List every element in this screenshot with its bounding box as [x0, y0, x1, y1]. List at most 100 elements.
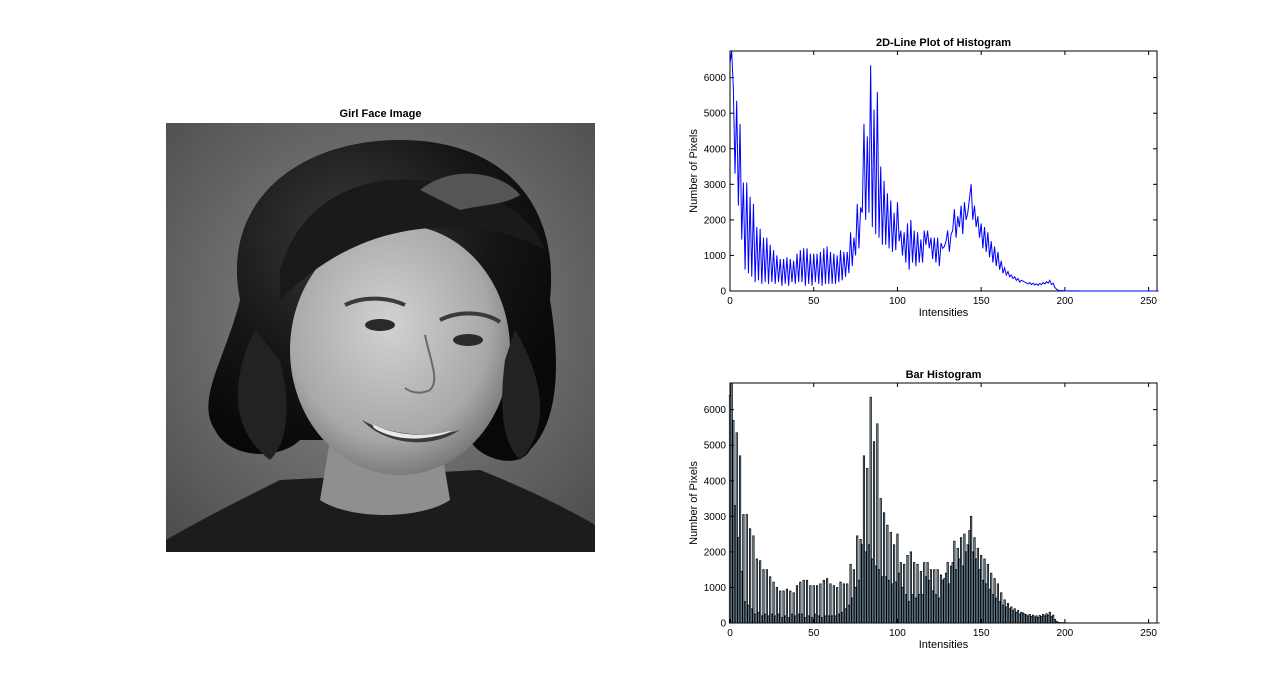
- bar-52: [816, 585, 819, 624]
- bar-92: [882, 512, 886, 624]
- bar-125: [938, 597, 941, 624]
- bar-plot-title: Bar Histogram: [906, 369, 982, 381]
- bar-76: [856, 535, 859, 624]
- bar-4: [735, 432, 738, 624]
- bar-63: [834, 615, 837, 624]
- bar-190: [1047, 614, 1050, 624]
- bar-166: [1006, 603, 1010, 624]
- bar-15: [754, 613, 757, 624]
- bar-59: [827, 615, 830, 624]
- bar-64: [836, 587, 839, 624]
- bar-155: [988, 588, 991, 624]
- line-plot-title: 2D-Line Plot of Histogram: [876, 37, 1011, 49]
- bar-47: [807, 615, 810, 624]
- bar-183: [1035, 615, 1038, 624]
- bar-32: [782, 590, 785, 624]
- bar-175: [1021, 612, 1025, 624]
- bar-185: [1038, 615, 1041, 624]
- bar-84: [869, 396, 872, 624]
- line-plot-y-tick-label: 5000: [704, 109, 727, 120]
- bar-21: [764, 613, 767, 624]
- bar-18: [759, 560, 762, 624]
- bar-117: [924, 576, 927, 624]
- bar-57: [824, 615, 827, 624]
- bar-106: [906, 555, 909, 624]
- bar-152: [983, 558, 986, 624]
- bar-102: [899, 562, 902, 624]
- bar-66: [839, 581, 842, 624]
- bar-37: [790, 613, 794, 624]
- bar-plot-y-tick-label: 4000: [704, 476, 727, 487]
- bar-90: [879, 498, 882, 624]
- bar-98: [893, 544, 896, 624]
- bar-191: [1048, 611, 1051, 624]
- bar-104: [903, 563, 906, 624]
- line-plot-y-tick-label: 3000: [704, 180, 727, 191]
- bar-139: [961, 565, 964, 624]
- bar-130: [946, 562, 949, 624]
- bar-120: [929, 569, 933, 624]
- bar-65: [837, 613, 840, 624]
- bar-146: [973, 537, 976, 624]
- line-plot-axes-frame: [729, 50, 1158, 292]
- bar-20: [762, 569, 765, 624]
- bar-53: [817, 615, 820, 624]
- line-plot-y-tick-label: 0: [720, 287, 726, 298]
- bar-0: [728, 395, 732, 624]
- bar-plot-xlabel: Intensities: [919, 639, 969, 651]
- bar-194: [1053, 619, 1056, 624]
- bar-62: [832, 585, 835, 624]
- bar-14: [752, 535, 755, 624]
- bar-133: [951, 562, 954, 624]
- bar-plot-x-tick-label: 50: [808, 628, 820, 639]
- bar-178: [1026, 615, 1030, 624]
- line-plot-y-ticks: 0 1000 2000 3000 4000 5000 6000: [704, 73, 1157, 298]
- bar-151: [981, 579, 984, 624]
- bar-81: [864, 551, 867, 624]
- bar-45: [804, 617, 807, 624]
- bar-161: [998, 601, 1001, 624]
- bar-series-group: [728, 382, 1160, 624]
- bar-25: [770, 613, 773, 624]
- bar-plot-x-tick-label: 200: [1057, 628, 1074, 639]
- bar-115: [921, 594, 924, 624]
- bar-87: [874, 565, 877, 624]
- bar-138: [960, 537, 963, 624]
- bar-101: [898, 572, 901, 624]
- bar-100: [896, 533, 899, 624]
- bar-85: [871, 558, 874, 624]
- bar-31: [780, 617, 783, 624]
- bar-131: [948, 583, 951, 624]
- bar-plot-ylabel: Number of Pixels: [688, 461, 700, 545]
- bar-127: [941, 579, 944, 624]
- bar-22: [765, 569, 768, 624]
- bar-109: [911, 594, 914, 624]
- bar-plot-y-tick-label: 3000: [704, 512, 727, 523]
- bar-172: [1016, 610, 1020, 624]
- bar-164: [1003, 599, 1006, 624]
- bar-plot-y-tick-label: 2000: [704, 547, 727, 558]
- line-plot-x-tick-label: 0: [727, 296, 733, 307]
- bar-55: [821, 617, 824, 624]
- bar-193: [1052, 614, 1055, 624]
- bar-30: [779, 590, 782, 624]
- bar-129: [944, 572, 948, 624]
- bar-86: [872, 441, 876, 624]
- bar-173: [1018, 613, 1021, 624]
- bar-44: [802, 579, 805, 624]
- bar-177: [1025, 614, 1028, 624]
- bar-137: [958, 558, 961, 624]
- bar-126: [939, 574, 943, 624]
- bar-27: [774, 615, 777, 624]
- bar-180: [1030, 616, 1033, 624]
- bar-19: [760, 615, 763, 624]
- bar-110: [913, 562, 916, 624]
- bar-103: [901, 587, 904, 624]
- bar-93: [884, 576, 887, 624]
- bar-135: [954, 569, 958, 624]
- line-plot-y-tick-label: 4000: [704, 144, 727, 155]
- bar-13: [750, 608, 753, 624]
- bar-plot-y-tick-label: 1000: [704, 583, 727, 594]
- bar-plot-y-tick-label: 6000: [704, 405, 727, 416]
